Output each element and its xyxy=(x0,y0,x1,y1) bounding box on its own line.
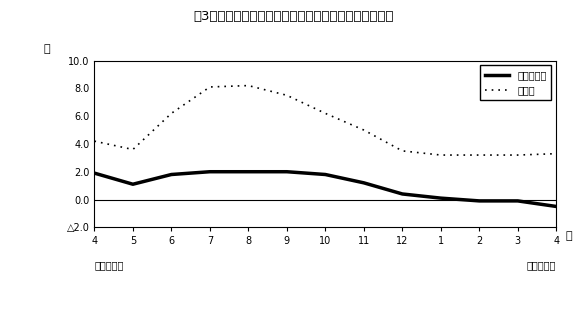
調査産業計 xyxy=(360,181,367,185)
調査産業計 xyxy=(245,170,252,174)
調査産業計 xyxy=(514,199,521,203)
Text: 月: 月 xyxy=(565,231,572,241)
製造業 xyxy=(91,139,98,143)
調査産業計 xyxy=(437,196,444,200)
Line: 調査産業計: 調査産業計 xyxy=(95,172,556,206)
調査産業計 xyxy=(476,199,483,203)
製造業 xyxy=(245,84,252,88)
調査産業計 xyxy=(129,182,136,186)
Text: 第3図　常用雇用指数対前年比の推移（規模５人以上）: 第3図 常用雇用指数対前年比の推移（規模５人以上） xyxy=(193,10,394,22)
製造業 xyxy=(129,148,136,152)
調査産業計 xyxy=(207,170,214,174)
製造業 xyxy=(476,153,483,157)
製造業 xyxy=(553,152,560,156)
製造業 xyxy=(437,153,444,157)
Text: 平成１８年: 平成１８年 xyxy=(95,261,124,271)
Text: 平成１９年: 平成１９年 xyxy=(527,261,556,271)
調査産業計 xyxy=(284,170,291,174)
製造業 xyxy=(168,111,175,115)
製造業 xyxy=(284,93,291,97)
製造業 xyxy=(514,153,521,157)
製造業 xyxy=(322,111,329,115)
調査産業計 xyxy=(399,192,406,196)
製造業 xyxy=(399,149,406,153)
調査産業計 xyxy=(91,171,98,175)
製造業 xyxy=(360,128,367,132)
Text: ％: ％ xyxy=(43,44,50,54)
Line: 製造業: 製造業 xyxy=(95,86,556,155)
調査産業計 xyxy=(168,173,175,177)
製造業 xyxy=(207,85,214,89)
調査産業計 xyxy=(553,204,560,208)
Legend: 調査産業計, 製造業: 調査産業計, 製造業 xyxy=(480,65,551,100)
調査産業計 xyxy=(322,173,329,177)
